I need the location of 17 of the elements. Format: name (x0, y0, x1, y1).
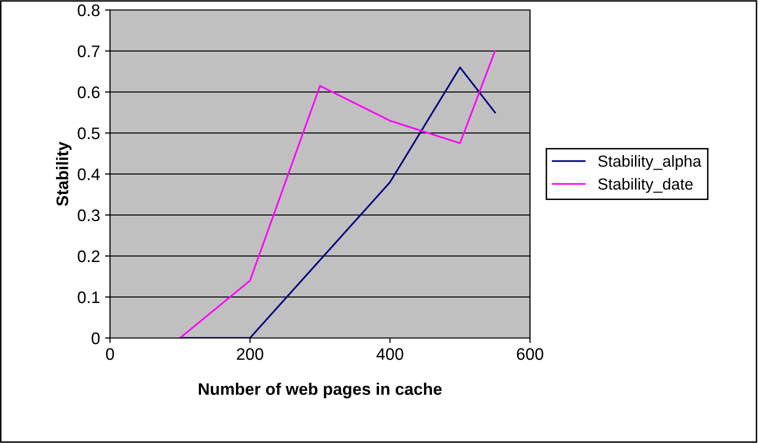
x-tick-label: 400 (376, 348, 404, 360)
x-tick-label: 0 (106, 348, 114, 360)
x-tick-label: 200 (236, 348, 264, 360)
y-tick-label: 0.2 (78, 250, 100, 262)
legend-label: Stability_alpha (598, 155, 702, 170)
y-tick-label: 0.5 (78, 127, 100, 140)
y-tick-label: 0.7 (78, 45, 100, 58)
y-axis-title: Stability (56, 142, 72, 206)
y-tick-label: 0.8 (78, 4, 100, 16)
y-tick-label: 0.6 (78, 86, 100, 98)
y-tick-label: 0.4 (78, 168, 100, 180)
x-axis-title: Number of web pages in cache (198, 382, 442, 398)
legend-label: Stability_date (598, 178, 693, 193)
x-tick-label: 600 (516, 348, 544, 360)
y-tick-label: 0.1 (78, 291, 100, 304)
y-tick-label: 0.3 (78, 209, 100, 222)
y-tick-label: 0 (92, 332, 100, 344)
